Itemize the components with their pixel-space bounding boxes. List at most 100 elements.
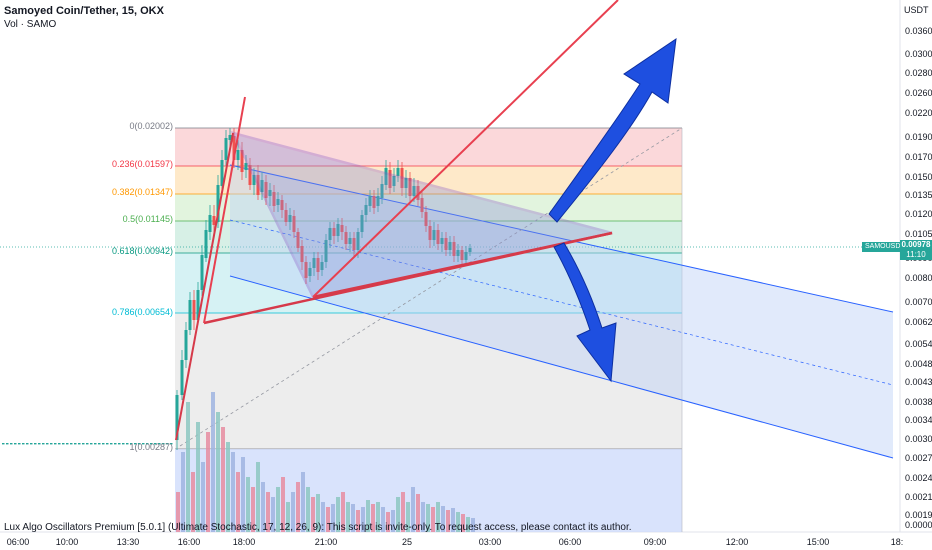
volume-bar (321, 502, 325, 532)
flat-candle (14, 443, 17, 445)
volume-bar (376, 502, 380, 532)
flat-candle (126, 443, 129, 445)
symbol-name[interactable]: Samoyed Coin/Tether, 15, OKX (4, 5, 164, 17)
candle-body (244, 163, 248, 170)
volume-bar (201, 462, 205, 532)
candle-body (292, 216, 296, 232)
volume-legend[interactable]: Vol · SAMO (4, 19, 57, 30)
volume-bar (231, 452, 235, 532)
candle-body (464, 252, 468, 260)
flat-candle (166, 443, 169, 445)
volume-bar (301, 472, 305, 532)
fib-zone-618-786 (175, 253, 682, 313)
candle-body (376, 196, 380, 206)
volume-bar (276, 487, 280, 532)
candle-body (412, 186, 416, 196)
volume-bar (266, 492, 270, 532)
volume-bar (226, 442, 230, 532)
volume-bar (261, 482, 265, 532)
price-tick: 0.00216 (905, 492, 932, 502)
candle-body (396, 168, 400, 176)
candle-body (276, 199, 280, 205)
volume-bar (391, 510, 395, 532)
volume-bar (386, 512, 390, 532)
time-tick: 06:00 (6, 537, 30, 547)
flat-candle (122, 443, 125, 445)
volume-bar (431, 507, 435, 532)
candle-body (236, 150, 240, 160)
candle-body (400, 168, 404, 188)
volume-bar (241, 457, 245, 532)
candle-body (444, 238, 448, 250)
flat-candle (54, 443, 57, 445)
symbol-price-badge: SAMOUSDT (862, 242, 908, 252)
fib-level-label: 0.786(0.00654) (111, 307, 173, 317)
volume-bar (176, 492, 180, 532)
flat-candle (98, 443, 101, 445)
volume-bar (296, 482, 300, 532)
fib-level-label: 0(0.02002) (129, 121, 173, 131)
channel-lower (229, 275, 894, 459)
candle-body (368, 196, 372, 206)
volume-bar (351, 504, 355, 532)
volume-bar (341, 492, 345, 532)
candle-body (316, 258, 320, 272)
price-tick: 0.00305 (905, 434, 932, 444)
up-arrow-icon (548, 37, 677, 223)
flat-candle (102, 443, 105, 445)
time-tick: 18:00 (232, 537, 256, 547)
volume-bar (331, 504, 335, 532)
candle-body (344, 232, 348, 244)
flat-candle (74, 443, 77, 445)
volume-bar (216, 412, 220, 532)
volume-bar (206, 432, 210, 532)
volume-bar (466, 517, 470, 532)
volume-bar (366, 500, 370, 532)
time-tick: 21:00 (314, 537, 338, 547)
volume-bar (396, 497, 400, 532)
candle-body (228, 135, 232, 140)
candle-body (356, 232, 360, 250)
candle-body (460, 250, 464, 260)
candle-body (404, 178, 408, 188)
flat-candle (6, 443, 9, 445)
time-tick: 09:00 (643, 537, 667, 547)
flat-candle (30, 443, 33, 445)
scenario-arrows[interactable] (548, 37, 677, 383)
time-tick: 10:00 (55, 537, 79, 547)
fib-level-label: 0.382(0.01347) (111, 187, 173, 197)
fib-level-label: 1(0.00287) (129, 442, 173, 452)
volume-bar (401, 492, 405, 532)
flat-candle (150, 443, 153, 445)
fib-level-label: 0.236(0.01597) (111, 159, 173, 169)
candle-body (336, 224, 340, 236)
price-tick: 0.00194 (905, 510, 932, 520)
fib-level-label: 0.5(0.01145) (122, 214, 173, 224)
candle-body (304, 262, 308, 278)
candle-body (320, 262, 324, 270)
flat-candle (106, 443, 109, 445)
time-tick: 13:30 (116, 537, 140, 547)
regression-channel[interactable] (229, 164, 894, 459)
volume-bar (196, 422, 200, 532)
time-tick: 16:00 (177, 537, 201, 547)
bar-countdown: 11:10 (906, 250, 926, 259)
volume-bar (246, 477, 250, 532)
indicator-legend[interactable]: Lux Algo Oscillators Premium [5.0.1] (Ul… (4, 522, 632, 533)
candle-body (312, 258, 316, 268)
flat-candle (86, 443, 89, 445)
candle-body (248, 165, 252, 185)
candle-body (200, 255, 204, 290)
flat-candle (62, 443, 65, 445)
candle-body (360, 215, 364, 232)
candle-body (384, 168, 388, 185)
volume-bar (221, 427, 225, 532)
candle-body (420, 198, 424, 212)
volume-bar (336, 497, 340, 532)
